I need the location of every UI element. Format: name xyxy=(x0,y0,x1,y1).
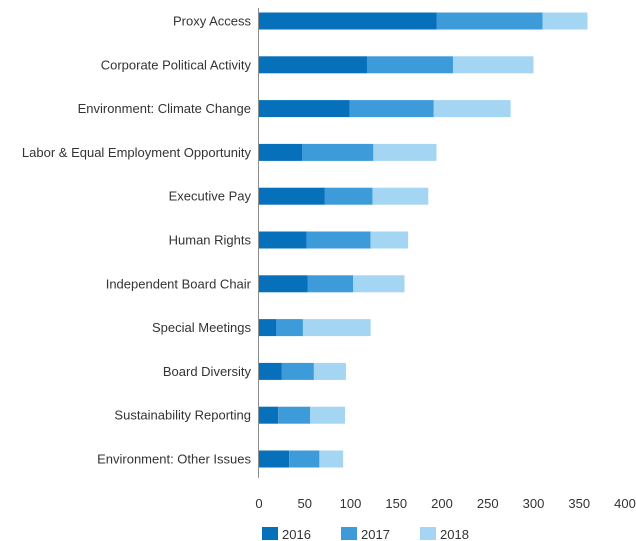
bar-segment-2017 xyxy=(366,56,453,74)
legend-swatch-2018 xyxy=(420,527,436,540)
bar-segment-2018 xyxy=(433,100,511,118)
x-tick-label: 50 xyxy=(298,496,312,511)
bar-segment-2016 xyxy=(259,187,325,205)
bar-segment-2016 xyxy=(259,450,290,468)
bar-segment-2018 xyxy=(310,406,346,424)
bar-segment-2018 xyxy=(370,231,409,249)
bar-segment-2017 xyxy=(349,100,434,118)
bar-segment-2016 xyxy=(259,231,307,249)
x-tick-label: 200 xyxy=(431,496,453,511)
bar-segment-2018 xyxy=(313,362,346,380)
legend-label: 2017 xyxy=(361,527,390,541)
bar-segment-2017 xyxy=(289,450,320,468)
category-label: Corporate Political Activity xyxy=(101,57,252,72)
legend-swatch-2016 xyxy=(262,527,278,540)
category-label: Labor & Equal Employment Opportunity xyxy=(22,145,252,160)
bar-segment-2016 xyxy=(259,362,282,380)
category-label: Independent Board Chair xyxy=(106,276,252,291)
bar-segment-2018 xyxy=(372,187,429,205)
bar-segment-2016 xyxy=(259,275,308,293)
bar-segment-2016 xyxy=(259,100,350,118)
bar-segment-2017 xyxy=(436,12,543,30)
bar-segment-2017 xyxy=(302,143,374,161)
bar-segment-2016 xyxy=(259,12,437,30)
x-tick-label: 300 xyxy=(523,496,545,511)
x-tick-label: 350 xyxy=(568,496,590,511)
bar-segment-2017 xyxy=(324,187,373,205)
bar-segment-2017 xyxy=(278,406,311,424)
category-label: Environment: Other Issues xyxy=(97,452,251,467)
bar-segment-2017 xyxy=(307,275,354,293)
bar-segment-2018 xyxy=(373,143,437,161)
bar-segment-2018 xyxy=(542,12,588,30)
category-label: Executive Pay xyxy=(169,189,252,204)
bar-segment-2016 xyxy=(259,143,303,161)
bar-segment-2016 xyxy=(259,319,277,337)
x-tick-label: 250 xyxy=(477,496,499,511)
legend-label: 2016 xyxy=(282,527,311,541)
bar-segment-2016 xyxy=(259,56,367,74)
x-tick-label: 0 xyxy=(255,496,262,511)
category-label: Special Meetings xyxy=(152,320,251,335)
legend-label: 2018 xyxy=(440,527,469,541)
category-label: Proxy Access xyxy=(173,14,252,29)
bar-segment-2017 xyxy=(281,362,314,380)
bar-segment-2018 xyxy=(302,319,371,337)
category-label: Environment: Climate Change xyxy=(78,101,251,116)
category-label: Board Diversity xyxy=(163,364,252,379)
bar-segment-2016 xyxy=(259,406,279,424)
bar-segment-2018 xyxy=(353,275,405,293)
category-label: Sustainability Reporting xyxy=(114,408,251,423)
x-tick-label: 100 xyxy=(340,496,362,511)
bar-segment-2017 xyxy=(276,319,303,337)
bar-segment-2017 xyxy=(306,231,371,249)
x-tick-label: 150 xyxy=(385,496,407,511)
x-tick-label: 400 xyxy=(614,496,636,511)
category-label: Human Rights xyxy=(169,233,252,248)
legend-swatch-2017 xyxy=(341,527,357,540)
bar-segment-2018 xyxy=(452,56,534,74)
bar-segment-2018 xyxy=(319,450,344,468)
